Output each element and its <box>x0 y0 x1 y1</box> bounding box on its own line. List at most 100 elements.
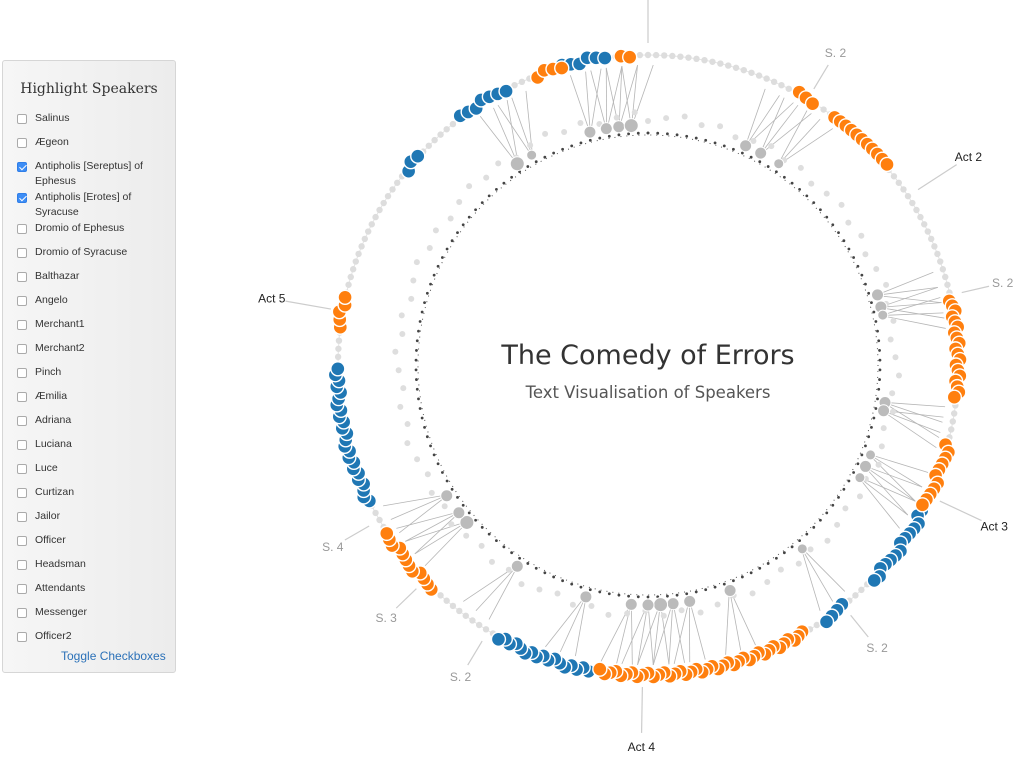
inner-speech-dot <box>750 137 757 144</box>
speaker-checkbox[interactable] <box>17 536 27 546</box>
toggle-checkboxes-link[interactable]: Toggle Checkboxes <box>61 649 166 663</box>
speaker-checkbox[interactable] <box>17 608 27 618</box>
speaker-checkbox[interactable] <box>17 584 27 594</box>
speaker-item[interactable]: Headsman <box>17 557 173 581</box>
speaker-checkbox[interactable] <box>17 416 27 426</box>
speaker-checkbox[interactable] <box>17 248 27 258</box>
speaker-checkbox[interactable] <box>17 320 27 330</box>
speaker-item[interactable]: Dromio of Syracuse <box>17 245 173 269</box>
outer-speech-dot <box>636 51 644 59</box>
speaker-checkbox[interactable] <box>17 632 27 642</box>
speaker-checkbox[interactable] <box>17 464 27 474</box>
speaker-item[interactable]: Angelo <box>17 293 173 317</box>
speaker-label: Dromio of Ephesus <box>35 222 125 234</box>
speaker-item[interactable]: Luce <box>17 461 173 485</box>
inner-speech-dot <box>495 160 502 167</box>
inner-speech-dot <box>463 532 470 539</box>
outer-speech-dot <box>384 192 392 200</box>
inner-tick-dot <box>837 496 840 499</box>
inner-speech-dot <box>880 425 887 432</box>
speaker-checkbox[interactable] <box>17 224 27 234</box>
inner-tick-dot <box>441 471 444 474</box>
panel-title: Highlight Speakers <box>20 81 158 97</box>
inner-tick-dot <box>878 378 881 381</box>
speaker-item[interactable]: Curtizan <box>17 485 173 509</box>
speaker-checkbox[interactable] <box>17 344 27 354</box>
speaker-checkbox[interactable] <box>17 440 27 450</box>
inner-speech-dot <box>404 421 411 428</box>
outer-speech-dot <box>425 142 432 149</box>
speaker-checkbox[interactable] <box>17 392 27 402</box>
speaker-checkbox[interactable] <box>17 488 27 498</box>
speaker-checkbox[interactable] <box>17 368 27 378</box>
speaker-item[interactable]: Pinch <box>17 365 173 389</box>
inner-speech-dot <box>890 317 897 324</box>
speaker-item[interactable]: Dromio of Ephesus <box>17 221 173 245</box>
speaker-checkbox[interactable] <box>17 272 27 282</box>
inner-speech-dot <box>698 122 705 129</box>
speaker-checkbox[interactable] <box>17 296 27 306</box>
inner-speech-node <box>653 597 669 613</box>
speaker-item[interactable]: Luciana <box>17 437 173 461</box>
marker-line <box>917 164 957 191</box>
speaker-checkbox[interactable] <box>17 114 27 124</box>
speech-link <box>390 494 449 520</box>
inner-speech-node <box>754 146 768 160</box>
inner-tick-dot <box>878 358 882 362</box>
syracuse-speech <box>337 289 353 305</box>
speaker-item[interactable]: Antipholis [Sereptus] of Ephesus <box>17 159 173 190</box>
inner-tick-dot <box>617 593 621 597</box>
inner-tick-dot <box>526 165 530 168</box>
speaker-label: Merchant2 <box>35 342 85 354</box>
speech-link <box>559 594 587 653</box>
speaker-item[interactable]: Merchant2 <box>17 341 173 365</box>
speech-link <box>399 494 449 534</box>
speaker-item[interactable]: Officer <box>17 533 173 557</box>
inner-speech-dot <box>834 521 841 528</box>
inner-tick-dot <box>518 556 522 560</box>
speaker-item[interactable]: Salinus <box>17 111 173 135</box>
inner-speech-dot <box>838 201 845 208</box>
inner-tick-dot <box>418 407 422 410</box>
speaker-checkbox[interactable] <box>17 512 27 522</box>
inner-tick-dot <box>812 525 816 529</box>
speaker-item[interactable]: Attendants <box>17 581 173 605</box>
speaker-item[interactable]: Merchant1 <box>17 317 173 341</box>
outer-speech-dot <box>701 56 708 64</box>
inner-speech-dot <box>807 546 814 553</box>
speaker-checkbox[interactable] <box>17 162 27 172</box>
inner-tick-dot <box>461 223 465 227</box>
inner-tick-dot <box>429 444 432 448</box>
speech-link <box>630 65 638 128</box>
inner-speech-dot <box>717 123 724 130</box>
inner-tick-dot <box>456 496 459 499</box>
speaker-item[interactable]: Jailor <box>17 509 173 533</box>
speaker-item[interactable]: Officer2 <box>17 629 173 653</box>
speaker-item[interactable]: Antipholis [Erotes] of Syracuse <box>17 190 173 221</box>
speaker-label: Messenger <box>35 606 87 618</box>
inner-tick-dot <box>510 551 514 555</box>
inner-speech-node <box>739 139 753 153</box>
inner-speech-dot <box>404 440 411 447</box>
inner-tick-dot <box>588 138 592 142</box>
speaker-item[interactable]: Balthazar <box>17 269 173 293</box>
inner-speech-dot <box>488 558 495 565</box>
speaker-item[interactable]: Ægeon <box>17 135 173 159</box>
inner-tick-dot <box>713 141 717 145</box>
speech-link <box>857 476 909 516</box>
speaker-checkbox[interactable] <box>17 138 27 148</box>
ephesus-speech <box>818 614 835 630</box>
speaker-item[interactable]: Messenger <box>17 605 173 629</box>
speaker-item[interactable]: Æmilia <box>17 389 173 413</box>
outer-speech-dot <box>770 78 778 86</box>
inner-tick-dot <box>420 310 424 314</box>
speaker-item[interactable]: Adriana <box>17 413 173 437</box>
speech-link <box>878 302 942 308</box>
speaker-checkbox[interactable] <box>17 560 27 570</box>
inner-tick-dot <box>415 339 419 343</box>
speech-link <box>863 465 916 502</box>
scene-label: S. 4 <box>322 540 344 554</box>
speaker-checkbox[interactable] <box>17 193 27 203</box>
outer-speech-dot <box>352 258 359 265</box>
ephesus-speech <box>410 148 426 164</box>
